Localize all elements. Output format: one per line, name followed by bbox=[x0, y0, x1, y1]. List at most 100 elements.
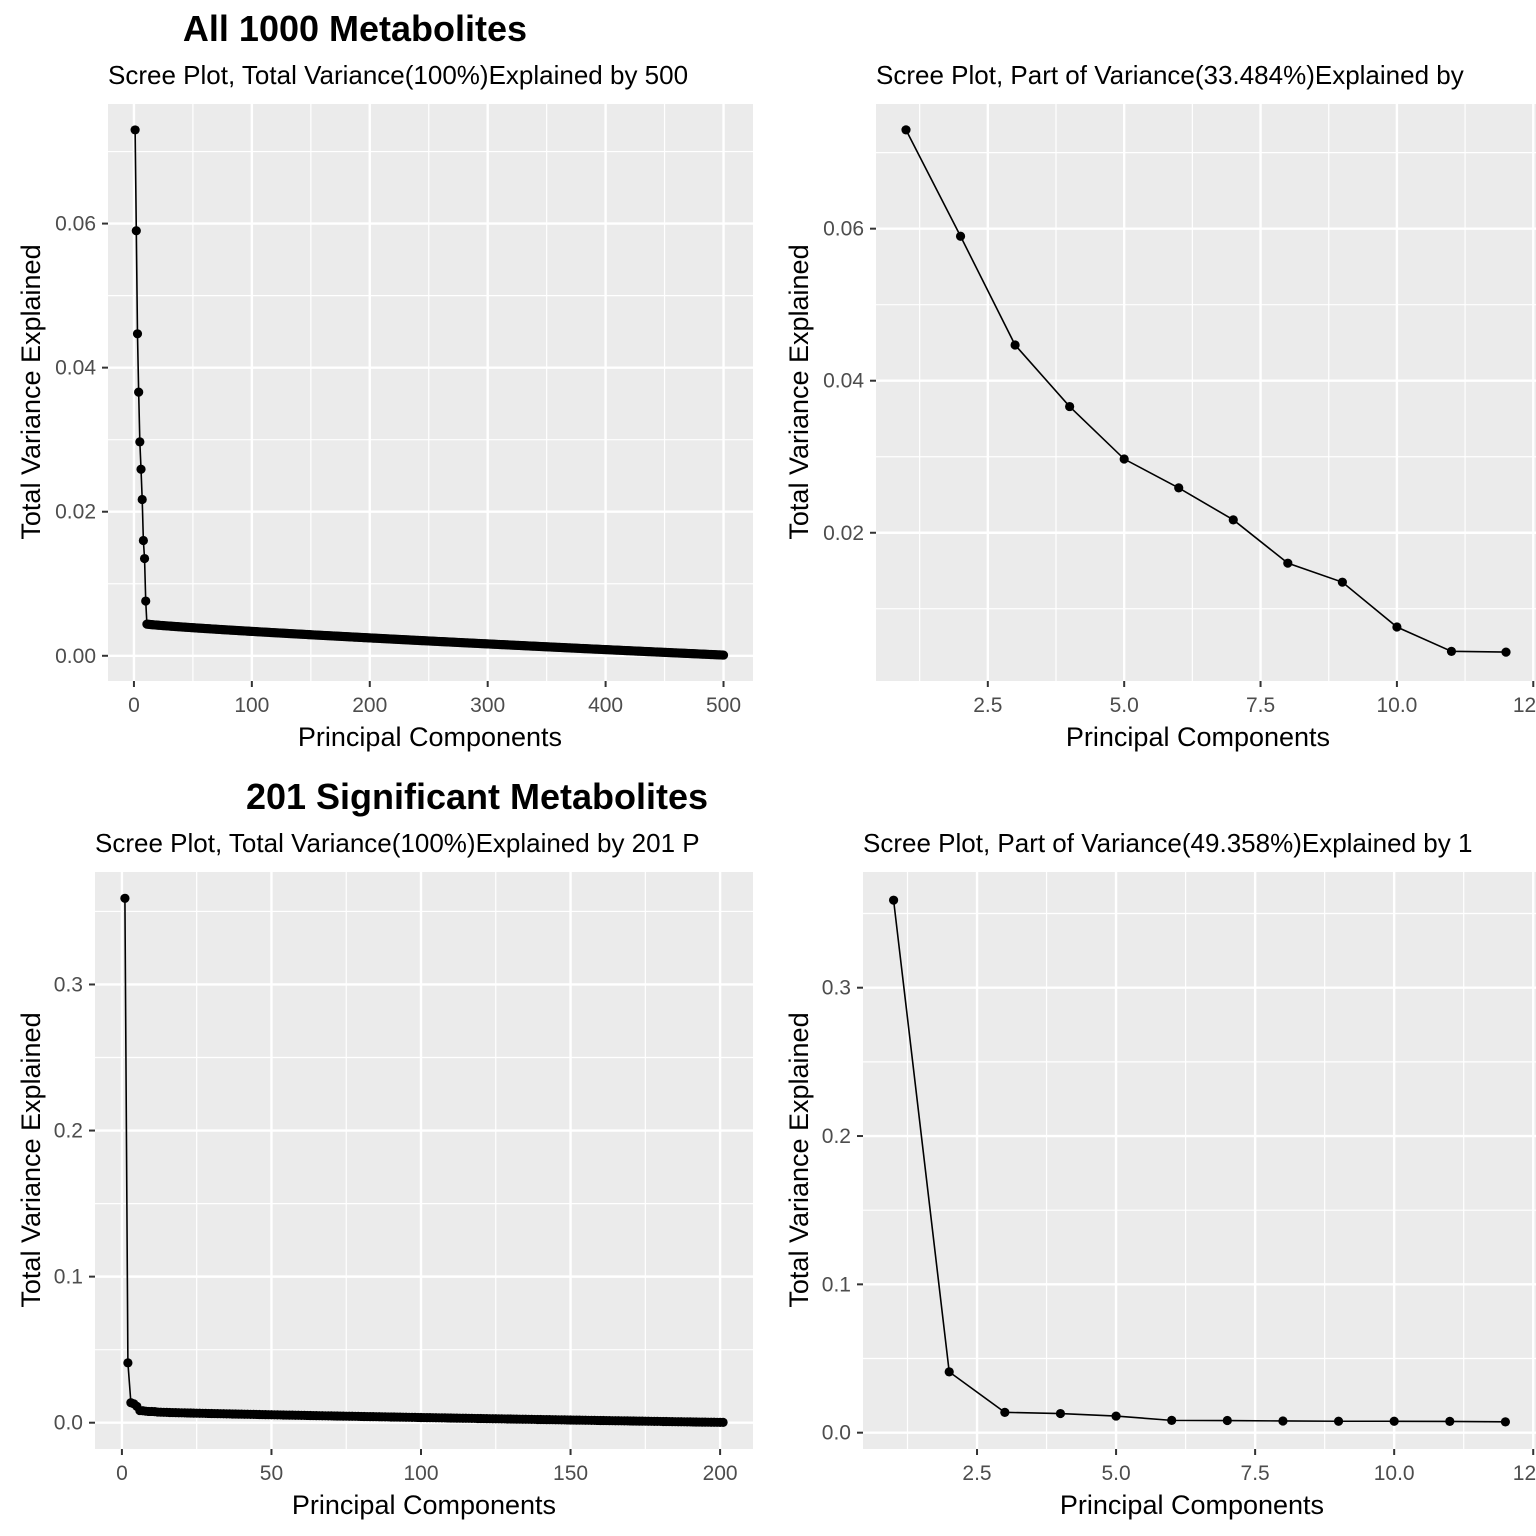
y-tick-label: 0.06 bbox=[823, 218, 864, 241]
data-point bbox=[137, 494, 147, 505]
x-axis-title: Principal Components bbox=[1060, 1490, 1324, 1520]
x-tick-label: 7.5 bbox=[1241, 1462, 1270, 1485]
data-point bbox=[1333, 1416, 1344, 1426]
x-tick-label: 7.5 bbox=[1246, 694, 1275, 717]
panel-background bbox=[876, 104, 1536, 681]
y-tick-label: 0.06 bbox=[55, 213, 96, 236]
chart-subtitle: Scree Plot, Total Variance(100%)Explaine… bbox=[108, 60, 688, 90]
chart-subtitle: Scree Plot, Part of Variance(33.484%)Exp… bbox=[876, 60, 1464, 90]
data-point bbox=[1065, 401, 1075, 412]
data-point bbox=[1000, 1407, 1010, 1417]
x-axis-title: Principal Components bbox=[298, 722, 562, 752]
x-tick-label: 5.0 bbox=[1101, 1462, 1130, 1485]
data-point bbox=[1167, 1415, 1177, 1425]
chart-subtitle: Scree Plot, Total Variance(100%)Explaine… bbox=[95, 828, 700, 858]
y-tick-label: 0.1 bbox=[54, 1266, 83, 1289]
x-tick-label: 150 bbox=[553, 1462, 588, 1485]
data-point bbox=[1389, 1416, 1399, 1426]
panel-background bbox=[95, 872, 753, 1449]
y-tick-label: 0.0 bbox=[54, 1412, 83, 1435]
x-tick-label: 400 bbox=[588, 694, 623, 717]
data-point bbox=[131, 226, 141, 236]
data-point bbox=[132, 329, 143, 339]
x-axis-title: Principal Components bbox=[292, 1490, 556, 1520]
y-tick-label: 0.04 bbox=[823, 370, 864, 393]
y-axis-title: Total Variance Explained bbox=[784, 1012, 814, 1307]
data-point bbox=[955, 231, 966, 241]
y-tick-label: 0.0 bbox=[822, 1422, 851, 1445]
x-tick-label: 12.5 bbox=[1513, 694, 1536, 717]
x-tick-label: 2.5 bbox=[962, 1462, 991, 1485]
data-point bbox=[718, 1417, 728, 1428]
data-point bbox=[130, 125, 140, 135]
data-point bbox=[888, 895, 899, 905]
series-line bbox=[905, 129, 1507, 653]
y-axis-title: Total Variance Explained bbox=[784, 244, 814, 539]
data-point bbox=[1337, 577, 1347, 587]
chart-1: Scree Plot, Total Variance(100%)Explaine… bbox=[16, 60, 753, 752]
data-point bbox=[1501, 647, 1511, 657]
y-tick-label: 0.00 bbox=[55, 645, 96, 668]
chart-panels: Scree Plot, Total Variance(100%)Explaine… bbox=[16, 60, 1536, 1520]
data-point bbox=[901, 125, 911, 135]
chart-subtitle: Scree Plot, Part of Variance(49.358%)Exp… bbox=[863, 828, 1472, 858]
data-point bbox=[134, 387, 144, 397]
data-point bbox=[1445, 1416, 1455, 1427]
x-tick-label: 5.0 bbox=[1110, 694, 1139, 717]
series-line bbox=[892, 900, 1506, 1423]
data-point bbox=[139, 553, 150, 564]
data-point bbox=[1500, 1417, 1511, 1427]
data-point bbox=[136, 464, 146, 474]
data-point bbox=[141, 596, 151, 606]
y-tick-label: 0.3 bbox=[54, 973, 83, 996]
data-point bbox=[1392, 622, 1402, 632]
data-point bbox=[944, 1367, 954, 1377]
x-tick-label: 100 bbox=[234, 694, 269, 717]
data-point bbox=[1055, 1408, 1066, 1419]
data-point bbox=[1278, 1416, 1288, 1426]
data-point bbox=[123, 1358, 133, 1368]
data-point bbox=[718, 650, 729, 660]
y-tick-label: 0.02 bbox=[823, 522, 864, 545]
x-tick-label: 200 bbox=[352, 694, 387, 717]
x-tick-label: 10.0 bbox=[1376, 694, 1417, 717]
data-point bbox=[1119, 454, 1129, 464]
x-tick-label: 100 bbox=[403, 1462, 438, 1485]
chart-2: Scree Plot, Part of Variance(33.484%)Exp… bbox=[784, 60, 1536, 752]
y-axis-title: Total Variance Explained bbox=[16, 1012, 46, 1307]
y-tick-label: 0.02 bbox=[55, 501, 96, 524]
data-point bbox=[1010, 340, 1020, 350]
y-axis-title: Total Variance Explained bbox=[16, 244, 46, 539]
data-point bbox=[1228, 515, 1238, 525]
x-tick-label: 10.0 bbox=[1374, 1462, 1415, 1485]
data-point bbox=[1111, 1411, 1121, 1421]
chart-4: Scree Plot, Part of Variance(49.358%)Exp… bbox=[784, 828, 1536, 1520]
data-point bbox=[120, 893, 130, 903]
x-tick-label: 200 bbox=[703, 1462, 738, 1485]
y-tick-label: 0.2 bbox=[54, 1120, 83, 1143]
data-point bbox=[1222, 1415, 1232, 1426]
x-tick-label: 0 bbox=[128, 694, 140, 717]
section-title-all-metabolites: All 1000 Metabolites bbox=[183, 8, 527, 49]
x-tick-label: 300 bbox=[470, 694, 505, 717]
data-point bbox=[1446, 646, 1457, 656]
data-point bbox=[1174, 483, 1184, 493]
x-tick-label: 0 bbox=[116, 1462, 128, 1485]
y-tick-label: 0.2 bbox=[822, 1125, 851, 1148]
data-point bbox=[1283, 558, 1293, 568]
y-tick-label: 0.04 bbox=[55, 357, 96, 380]
data-point bbox=[138, 535, 148, 546]
y-tick-label: 0.3 bbox=[822, 977, 851, 1000]
x-tick-label: 12.5 bbox=[1513, 1462, 1536, 1485]
section-title-significant-metabolites: 201 Significant Metabolites bbox=[246, 776, 708, 817]
x-tick-label: 500 bbox=[706, 694, 741, 717]
x-axis-title: Principal Components bbox=[1066, 722, 1330, 752]
y-tick-label: 0.1 bbox=[822, 1273, 851, 1296]
data-point bbox=[135, 437, 145, 447]
x-tick-label: 50 bbox=[260, 1462, 283, 1485]
panel-background bbox=[863, 872, 1536, 1449]
x-tick-label: 2.5 bbox=[973, 694, 1002, 717]
chart-3: Scree Plot, Total Variance(100%)Explaine… bbox=[16, 828, 753, 1520]
panel-background bbox=[108, 104, 753, 681]
